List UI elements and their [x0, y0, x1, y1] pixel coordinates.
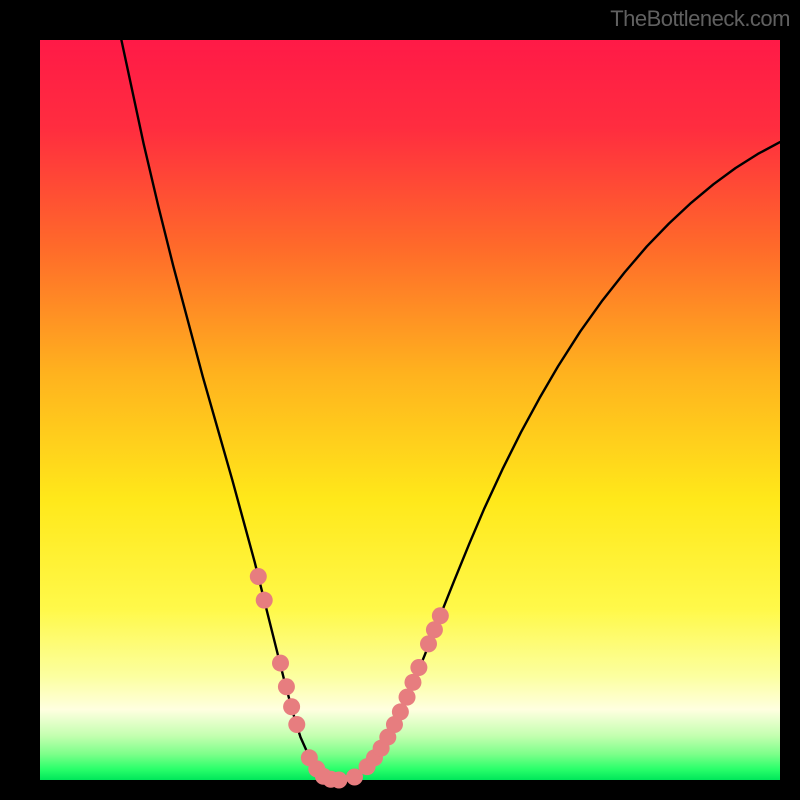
curve-marker	[392, 703, 409, 720]
curve-marker	[283, 698, 300, 715]
watermark-label: TheBottleneck.com	[610, 6, 790, 32]
curve-marker	[432, 607, 449, 624]
chart-container: TheBottleneck.com	[0, 0, 800, 800]
bottleneck-chart	[0, 0, 800, 800]
curve-marker	[410, 659, 427, 676]
curve-marker	[399, 689, 416, 706]
curve-marker	[288, 716, 305, 733]
curve-marker	[278, 678, 295, 695]
chart-background	[40, 40, 780, 780]
curve-marker	[330, 772, 347, 789]
curve-marker	[272, 655, 289, 672]
curve-marker	[250, 568, 267, 585]
curve-marker	[256, 592, 273, 609]
curve-marker	[404, 674, 421, 691]
